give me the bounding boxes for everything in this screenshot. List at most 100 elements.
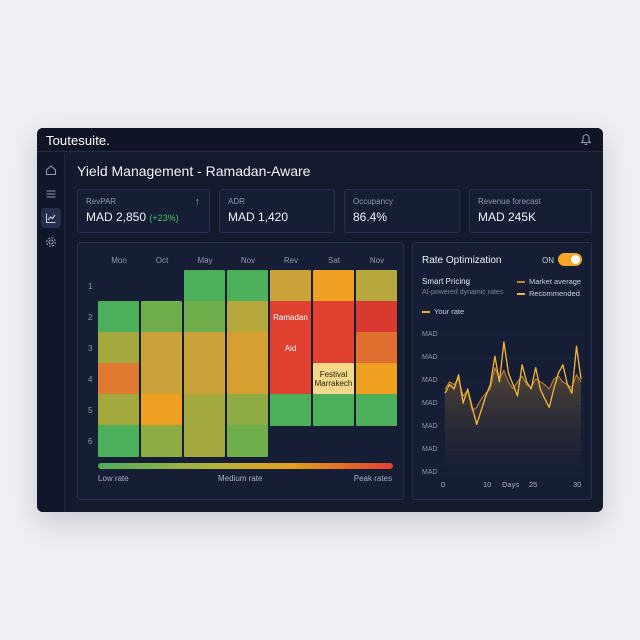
legend-peak: Peak rates xyxy=(353,474,392,483)
legend-medium: Medium rate xyxy=(218,474,263,483)
sidebar-item-home[interactable] xyxy=(41,160,61,180)
kpi-delta: (+23%) xyxy=(149,213,179,223)
y-axis-label: MAD xyxy=(422,400,438,407)
kpi-value: MAD 2,850 (+23%) xyxy=(86,210,179,224)
heatmap-cell[interactable] xyxy=(141,363,182,395)
heatmap-cell[interactable] xyxy=(227,270,268,302)
heatmap-column-label: Mon xyxy=(111,256,127,265)
smart-pricing-subtitle: AI-powered dynamic rates xyxy=(422,289,504,296)
kpi-card-occupancy[interactable]: Occupancy 86.4% xyxy=(344,189,460,233)
rate-line-chart xyxy=(443,334,583,474)
heatmap-cell[interactable] xyxy=(227,301,268,333)
heatmap-event-cell[interactable]: Aid xyxy=(270,332,311,364)
kpi-card-revenue-forecast[interactable]: Revenue forecast MAD 245K xyxy=(469,189,592,233)
heatmap-cell[interactable] xyxy=(98,332,139,364)
legend-recommended: Recommended xyxy=(517,289,580,298)
app-window: Toutesuite. Yield Mana xyxy=(37,128,603,512)
y-axis-label: MAD xyxy=(422,331,438,338)
heatmap-cell[interactable] xyxy=(141,301,182,333)
kpi-value: MAD 1,420 xyxy=(228,210,289,224)
heatmap-column-label: Sat xyxy=(327,256,340,265)
kpi-label: ADR xyxy=(228,197,245,206)
heatmap-cell[interactable] xyxy=(356,332,397,364)
heatmap-cell[interactable] xyxy=(141,394,182,426)
page-title: Yield Management - Ramadan-Aware xyxy=(77,163,311,179)
home-icon xyxy=(45,165,57,176)
heatmap-cell[interactable] xyxy=(98,425,139,457)
chart-icon xyxy=(45,213,56,224)
heatmap-cell[interactable] xyxy=(98,363,139,395)
heatmap-cell[interactable] xyxy=(313,301,354,333)
sidebar xyxy=(37,153,65,512)
legend-swatch xyxy=(517,280,525,283)
kpi-value: 86.4% xyxy=(353,210,388,224)
heatmap-cell[interactable] xyxy=(270,270,311,302)
legend-label: Market average xyxy=(529,277,582,286)
legend-swatch xyxy=(517,292,525,295)
rate-optimization-panel: Rate Optimization ON Smart Pricing AI-po… xyxy=(412,242,592,500)
heatmap-column-label: Nov xyxy=(369,256,385,265)
kpi-card-adr[interactable]: ADR MAD 1,420 xyxy=(219,189,335,233)
heatmap-cell[interactable] xyxy=(184,363,225,395)
heatmap-cell[interactable] xyxy=(184,270,225,302)
legend-your-rate: Your rate xyxy=(422,307,464,316)
panel-title: Rate Optimization xyxy=(422,255,502,266)
title-bar: Toutesuite. xyxy=(37,128,603,152)
heatmap-cell[interactable] xyxy=(227,332,268,364)
x-axis-label: Days xyxy=(502,480,520,489)
rate-heatmap-panel: Mon Oct May Nov Rev Sat Nov 1 2 3 4 5 6 Ramadan Aid F… xyxy=(77,242,404,500)
x-axis-label: 25 xyxy=(529,480,538,489)
heatmap-cell[interactable] xyxy=(356,301,397,333)
heatmap-cell[interactable] xyxy=(227,425,268,457)
heatmap-cell[interactable] xyxy=(313,332,354,364)
kpi-card-revpar[interactable]: RevPAR MAD 2,850 (+23%) ↑ xyxy=(77,189,210,233)
heatmap-cell[interactable] xyxy=(184,301,225,333)
heatmap-cell[interactable] xyxy=(313,270,354,302)
heatmap-cell[interactable] xyxy=(141,332,182,364)
y-axis-label: MAD xyxy=(422,423,438,430)
optimization-toggle[interactable] xyxy=(558,253,582,266)
heatmap-column-label: Oct xyxy=(155,256,169,265)
kpi-value: MAD 245K xyxy=(478,210,537,224)
y-axis-label: MAD xyxy=(422,469,438,476)
heatmap-cell[interactable] xyxy=(184,332,225,364)
heatmap-event-cell[interactable]: Ramadan xyxy=(270,301,311,333)
series-line-recommended xyxy=(444,341,582,426)
sidebar-item-analytics[interactable] xyxy=(41,208,61,228)
heatmap-cell[interactable] xyxy=(356,394,397,426)
heatmap-cell[interactable] xyxy=(227,394,268,426)
legend-swatch xyxy=(422,310,430,313)
heatmap-row-label: 3 xyxy=(88,344,93,353)
heatmap-cell[interactable] xyxy=(270,363,311,395)
heatmap-cell[interactable] xyxy=(313,394,354,426)
heatmap-cell[interactable] xyxy=(356,363,397,395)
heatmap-row-label: 1 xyxy=(88,282,93,291)
heatmap-event-cell[interactable]: Festival Marrakech xyxy=(313,363,354,395)
kpi-label: Revenue forecast xyxy=(478,197,541,206)
toggle-label: ON xyxy=(542,256,554,265)
heatmap-column-label: Nov xyxy=(240,256,256,265)
rate-legend-bar xyxy=(98,463,393,469)
heatmap-row-label: 5 xyxy=(88,406,93,415)
bell-icon[interactable] xyxy=(579,133,593,147)
series-area-market-average xyxy=(445,367,581,467)
x-axis-label: 30 xyxy=(573,480,582,489)
y-axis-label: MAD xyxy=(422,446,438,453)
heatmap-cell[interactable] xyxy=(184,425,225,457)
legend-label: Recommended xyxy=(529,289,580,298)
y-axis-label: MAD xyxy=(422,377,438,384)
kpi-label: Occupancy xyxy=(353,197,394,206)
smart-pricing-title: Smart Pricing xyxy=(422,277,471,286)
sidebar-item-settings[interactable] xyxy=(41,232,61,252)
heatmap-cell[interactable] xyxy=(227,363,268,395)
heatmap-cell[interactable] xyxy=(98,394,139,426)
heatmap-column-label: May xyxy=(197,256,213,265)
heatmap-cell[interactable] xyxy=(184,394,225,426)
heatmap-row-label: 2 xyxy=(88,313,93,322)
heatmap-cell[interactable] xyxy=(98,301,139,333)
heatmap-column-label: Rev xyxy=(283,256,299,265)
heatmap-cell[interactable] xyxy=(141,425,182,457)
heatmap-cell[interactable] xyxy=(356,270,397,302)
heatmap-cell[interactable] xyxy=(270,394,311,426)
sidebar-item-list[interactable] xyxy=(41,184,61,204)
